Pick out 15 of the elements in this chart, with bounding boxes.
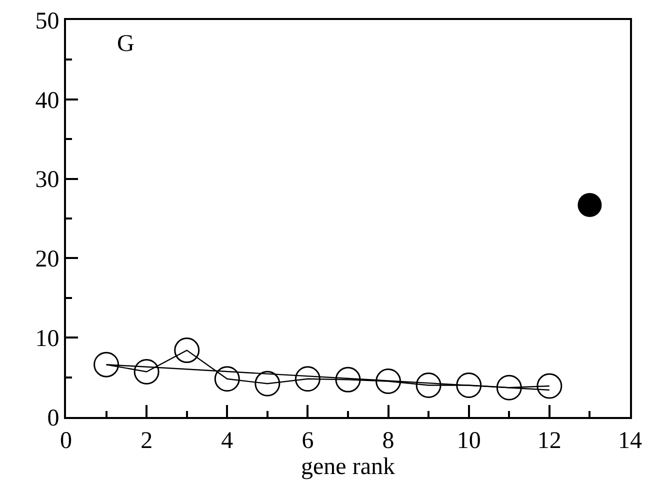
- y-tick-label: 30: [35, 167, 60, 194]
- x-tick-label: 2: [140, 428, 153, 454]
- y-tick-label: 10: [35, 326, 60, 352]
- x-tick-label: 6: [302, 428, 314, 454]
- y-tick-label: 50: [35, 8, 60, 34]
- x-tick-label: 10: [456, 428, 481, 454]
- y-tick-label: 40: [35, 88, 60, 114]
- x-tick-label: 14: [618, 428, 642, 454]
- x-tick-label: 8: [382, 428, 394, 454]
- y-tick-label: 20: [35, 246, 60, 273]
- x-axis-title: gene rank: [301, 454, 395, 480]
- x-tick-label: 12: [537, 428, 562, 454]
- x-tick-label: 4: [221, 428, 234, 454]
- y-tick-label: 0: [47, 405, 60, 432]
- annotation: G: [117, 31, 134, 57]
